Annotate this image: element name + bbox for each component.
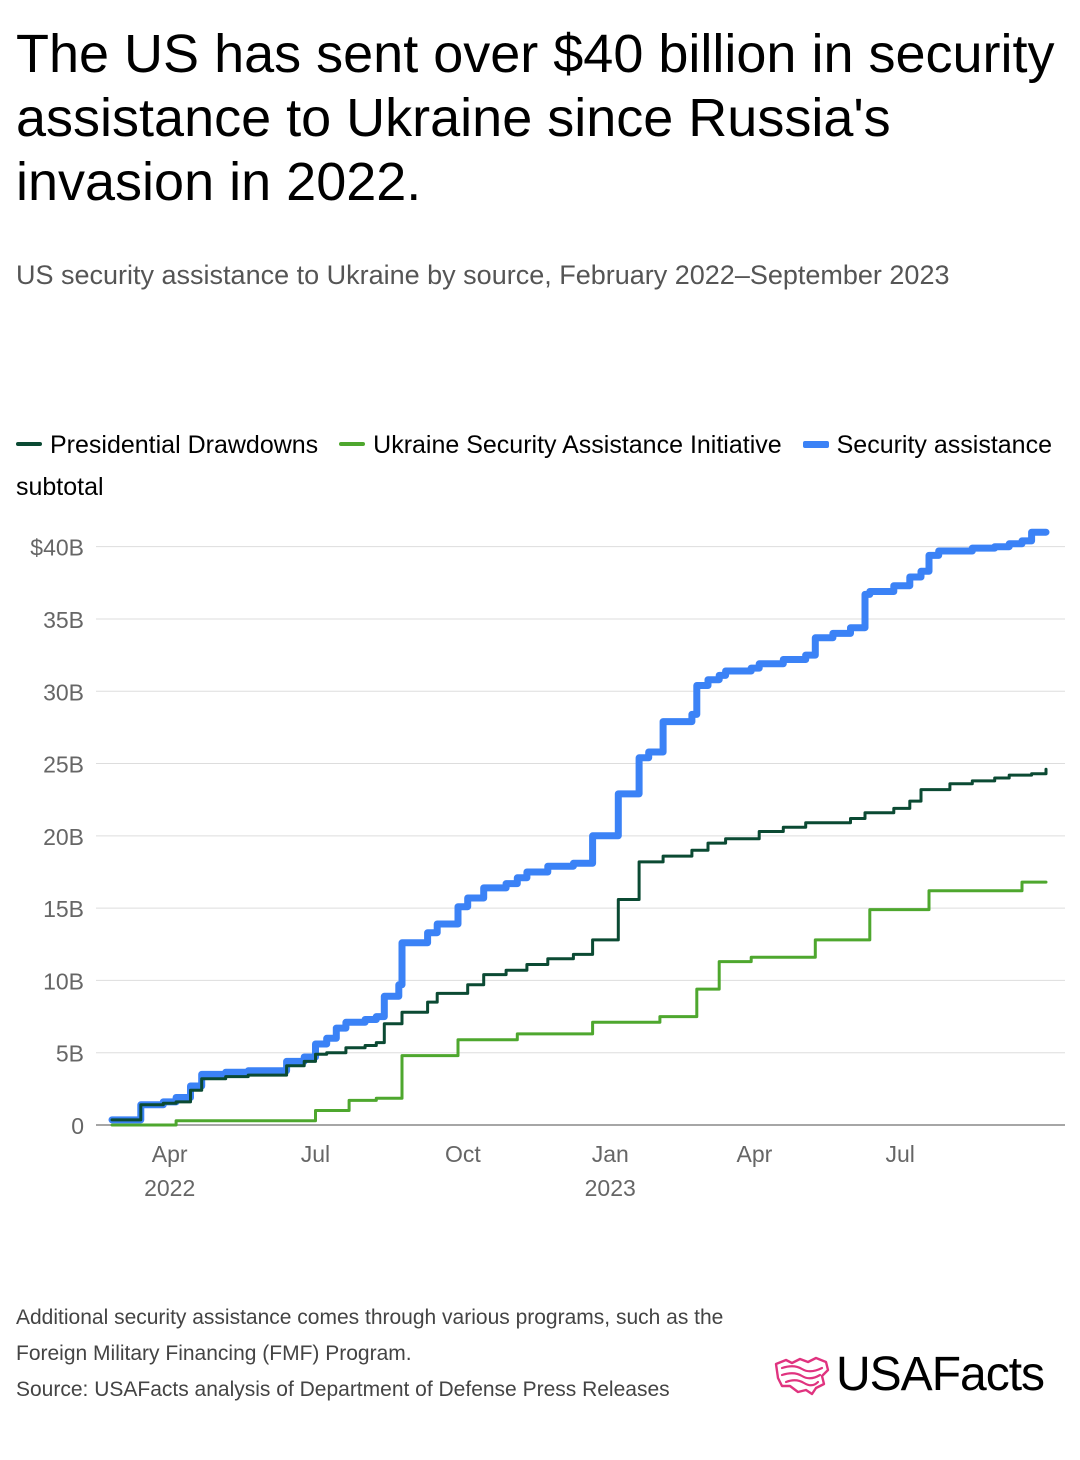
x-tick-label: Oct [445,1141,481,1167]
gridlines [96,546,1065,1126]
x-tick-label: Apr [152,1141,188,1167]
y-tick-label: $40B [30,535,84,561]
series-line-presidential-drawdowns [110,767,1048,1122]
chart-subtitle: US security assistance to Ukraine by sou… [16,260,950,290]
chart-legend: Presidential Drawdowns Ukraine Security … [16,424,1066,508]
y-tick-label: 0 [71,1113,84,1139]
series-line-usai [110,880,1048,1127]
y-tick-label: 35B [43,607,84,633]
x-tick-label: Jan [592,1141,629,1167]
y-tick-label: 5B [56,1041,84,1067]
legend-label-presidential-drawdowns: Presidential Drawdowns [50,431,319,459]
legend-label-usai: Ukraine Security Assistance Initiative [373,431,782,459]
legend-item-security-subtotal: Security assistance subtotal [16,431,1052,501]
legend-label-security-subtotal: Security assistance subtotal [16,431,1052,501]
y-axis-tick-labels: 0 5B 10B 15B 20B 25B 30B 35B $40B [30,535,84,1139]
x-tick-label: Apr [737,1141,773,1167]
legend-item-presidential-drawdowns: Presidential Drawdowns [16,431,325,459]
legend-swatch-usai [339,442,366,447]
brand-name: USAFacts [836,1348,1045,1401]
x-axis-tick-labels: Apr 2022 Jul Oct Jan 2023 Apr Jul [144,1141,915,1201]
step-line-chart: 0 5B 10B 15B 20B 25B 30B 35B $40B Apr 2022 Jul Oct J… [30,528,1065,1201]
legend-swatch-presidential-drawdowns [16,442,42,447]
chart-footer: Additional security assistance comes thr… [16,1300,736,1408]
footer-source: Source: USAFacts analysis of Department … [16,1378,670,1401]
y-tick-label: 10B [43,968,84,994]
x-tick-year-label: 2023 [585,1175,636,1201]
usa-map-flag-icon [774,1356,830,1396]
y-tick-label: 20B [43,824,84,850]
legend-item-usai: Ukraine Security Assistance Initiative [339,431,788,459]
y-tick-label: 15B [43,896,84,922]
chart-title: The US has sent over $40 billion in secu… [16,24,1055,212]
y-tick-label: 25B [43,752,84,778]
x-tick-label: Jul [301,1141,330,1167]
series-lines [108,528,1050,1127]
x-tick-year-label: 2022 [144,1175,195,1201]
brand-logo: USAFacts [772,1342,1072,1412]
series-line-security-subtotal [108,528,1050,1124]
x-tick-label: Jul [886,1141,915,1167]
y-tick-label: 30B [43,679,84,705]
legend-swatch-security-subtotal [802,440,829,448]
footer-note: Additional security assistance comes thr… [16,1306,724,1365]
